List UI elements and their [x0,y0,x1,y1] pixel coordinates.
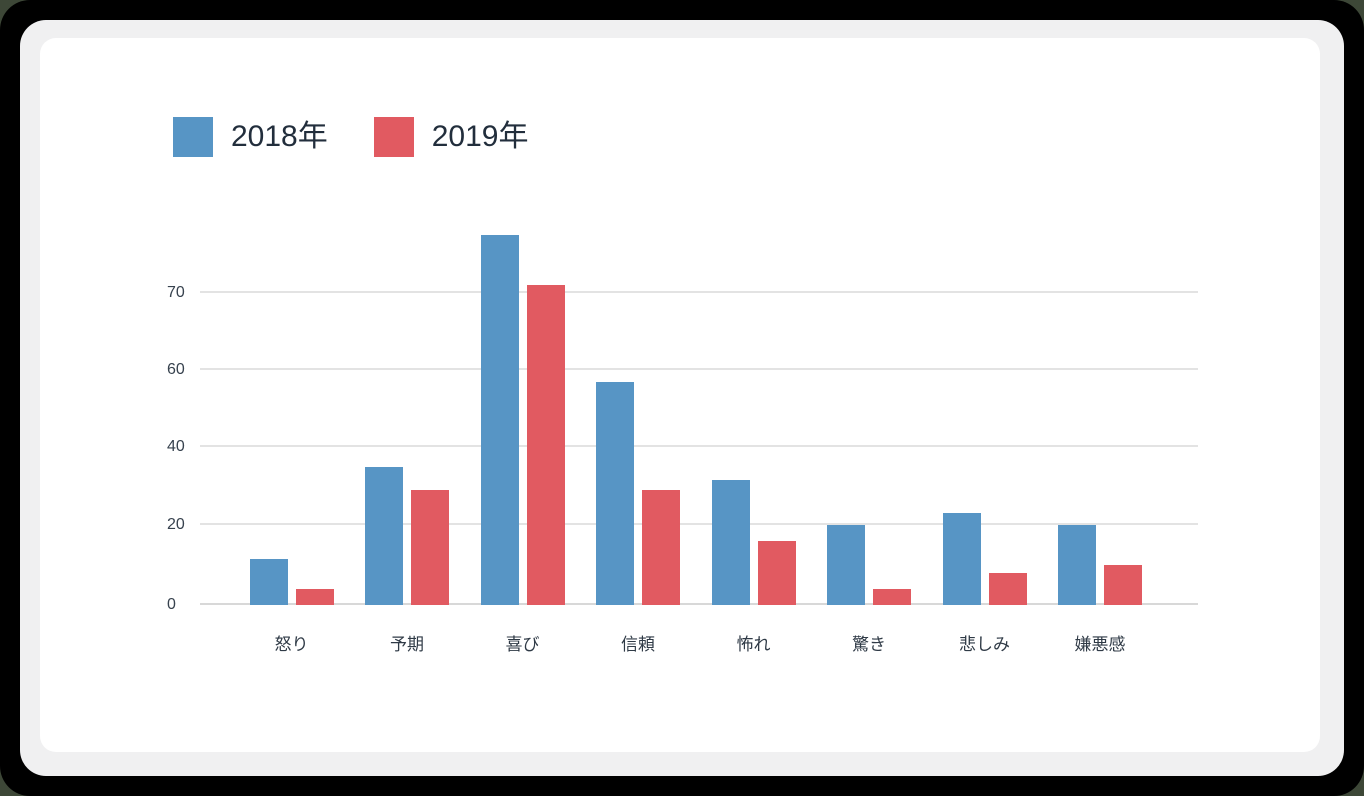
outer-panel: 2018年 2019年 0 20 40 60 70 怒り 予期 喜び 信頼 怖れ 驚き 悲しみ 嫌悪感 [20,20,1344,776]
x-axis-label-嫌悪感: 嫌悪感 [1074,635,1126,654]
x-axis-label-怒り: 怒り [274,635,309,654]
y-tick-label-0: 0 [167,596,176,613]
x-axis-label-信頼: 信頼 [621,635,655,654]
bar-2019年-怖れ [757,541,796,605]
y-tick-label-60: 60 [167,361,185,378]
gridline-0 [200,603,1198,605]
bar-2018年-怖れ [711,480,750,605]
y-tick-label-20: 20 [167,516,185,533]
bar-group-信頼 [596,230,680,605]
legend-swatch-2019 [373,117,414,157]
chart-card: 2018年 2019年 0 20 40 60 70 怒り 予期 喜び 信頼 怖れ 驚き 悲しみ 嫌悪感 [40,38,1320,752]
x-axis-label-怖れ: 怖れ [736,635,771,654]
bar-2018年-予期 [365,466,403,605]
bar-2019年-怒り [295,589,334,605]
bar-2018年-驚き [827,525,865,605]
gridline-60 [200,368,1198,370]
bar-2019年-予期 [411,489,449,605]
y-tick-label-40: 40 [167,438,185,455]
y-tick-label-70: 70 [167,284,185,301]
x-axis-label-喜び: 喜び [505,635,540,654]
gridline-40 [200,445,1198,447]
bar-2018年-信頼 [596,381,634,605]
bar-group-怒り [249,230,334,605]
x-axis-label-驚き: 驚き [852,635,886,654]
bar-group-怖れ [711,230,796,605]
gridline-70 [200,291,1198,293]
gridline-20 [200,523,1198,525]
x-axis-label-悲しみ: 悲しみ [959,635,1010,654]
bar-2018年-悲しみ [942,513,981,605]
legend-label-2018: 2018年 [231,120,328,153]
bar-chart: 0 20 40 60 70 怒り 予期 喜び 信頼 怖れ 驚き 悲しみ 嫌悪感 [167,230,1198,654]
bar-group-予期 [365,230,449,605]
bar-group-悲しみ [942,230,1027,605]
bar-2018年-喜び [480,235,519,605]
x-axis-label-予期: 予期 [390,635,424,654]
bar-2019年-悲しみ [988,573,1027,605]
bar-2019年-驚き [873,589,911,605]
bar-2018年-嫌悪感 [1058,525,1096,605]
legend-item-2018: 2018年 [173,117,328,157]
bar-2019年-信頼 [642,489,680,605]
legend-label-2019: 2019年 [431,120,529,153]
bar-group-嫌悪感 [1058,230,1142,605]
legend-item-2019: 2019年 [373,117,529,157]
bar-2018年-怒り [249,559,288,605]
bar-2019年-嫌悪感 [1104,565,1142,605]
bar-group-喜び [480,230,565,605]
bar-2019年-喜び [526,285,565,605]
legend-swatch-2018 [173,117,213,157]
chart-legend: 2018年 2019年 [173,117,529,157]
bar-group-驚き [827,230,911,605]
